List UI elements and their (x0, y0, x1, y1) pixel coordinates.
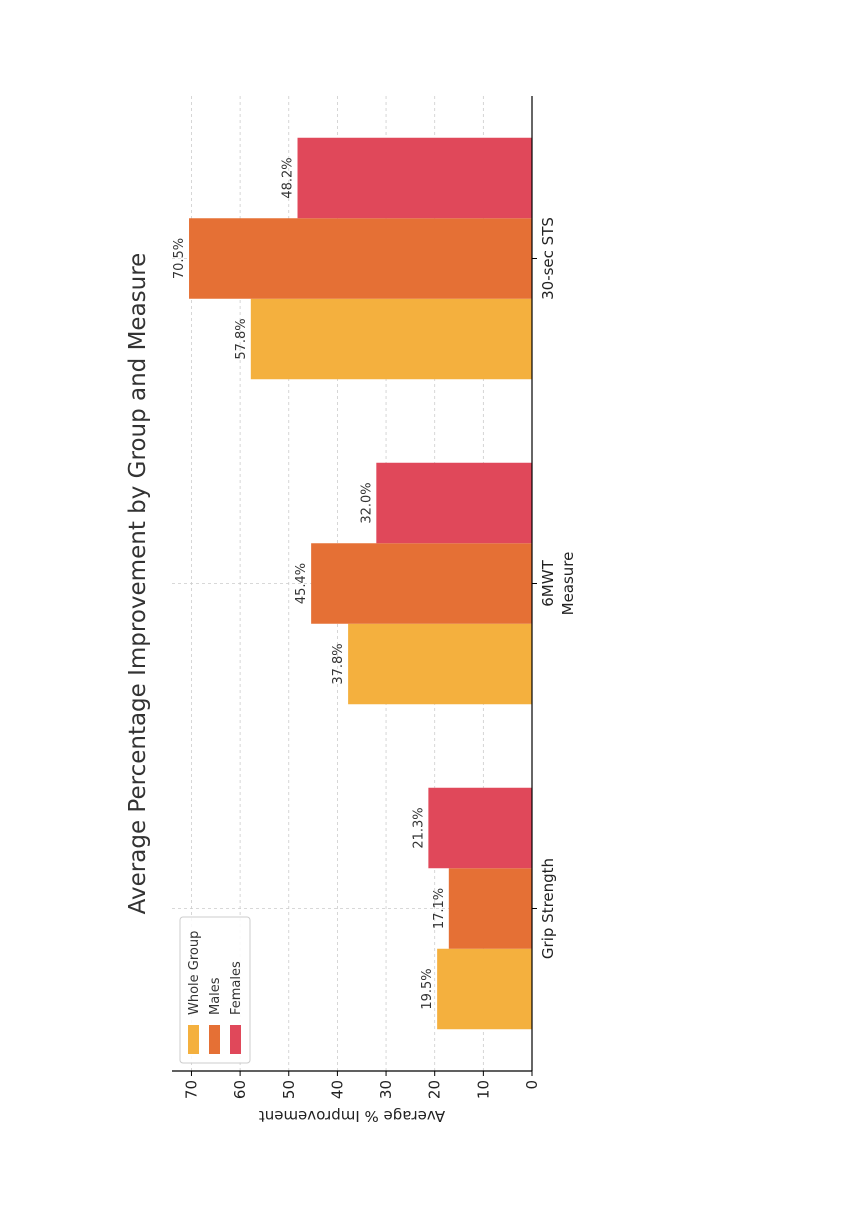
legend-swatch (230, 1025, 241, 1054)
bar (376, 462, 532, 544)
x-tick-label: 6MWT (539, 559, 557, 606)
chart-title: Average Percentage Improvement by Group … (125, 253, 151, 915)
y-axis-label: Average % Improvement (259, 1107, 445, 1125)
y-tick-label: 50 (280, 1080, 298, 1099)
bar (250, 298, 532, 380)
bar (437, 948, 532, 1030)
bar (311, 543, 532, 624)
data-label: 21.3% (411, 807, 426, 848)
y-tick-label: 70 (182, 1080, 200, 1099)
data-label: 57.8% (234, 318, 249, 359)
data-label: 45.4% (294, 563, 309, 604)
x-axis-label: Measure (559, 552, 577, 616)
bar (189, 218, 532, 299)
legend-label: Whole Group (187, 931, 202, 1015)
legend: Whole Group Males Females (179, 916, 251, 1064)
bar (297, 137, 532, 219)
bar (428, 787, 533, 869)
data-label: 17.1% (432, 888, 447, 929)
y-tick-label: 60 (231, 1080, 249, 1099)
y-tick-label: 10 (474, 1080, 492, 1099)
axes: 0 10 20 30 40 50 60 70 Grip Strength 6MWT 30-sec S… (172, 96, 557, 1099)
x-tick-label: 30-sec STS (539, 217, 557, 300)
y-tick-label: 20 (426, 1080, 444, 1099)
data-label: 70.5% (172, 238, 187, 279)
data-labels: 19.5% 37.8% 57.8% 17.1% 45.4% 70.5% 21.3% 32.0%… (172, 157, 447, 1009)
data-label: 37.8% (331, 643, 346, 684)
bar (348, 623, 532, 705)
data-label: 32.0% (359, 482, 374, 523)
legend-swatch (188, 1025, 199, 1054)
legend-label: Males (208, 977, 223, 1015)
y-tick-label: 40 (328, 1080, 346, 1099)
x-tick-label: Grip Strength (539, 858, 557, 959)
data-label: 19.5% (420, 968, 435, 1009)
legend-swatch (209, 1025, 220, 1054)
bar (448, 868, 533, 949)
y-tick-label: 0 (523, 1080, 541, 1090)
legend-label: Females (229, 961, 244, 1015)
bars (189, 137, 533, 1030)
data-label: 48.2% (281, 157, 296, 198)
y-tick-label: 30 (377, 1080, 395, 1099)
